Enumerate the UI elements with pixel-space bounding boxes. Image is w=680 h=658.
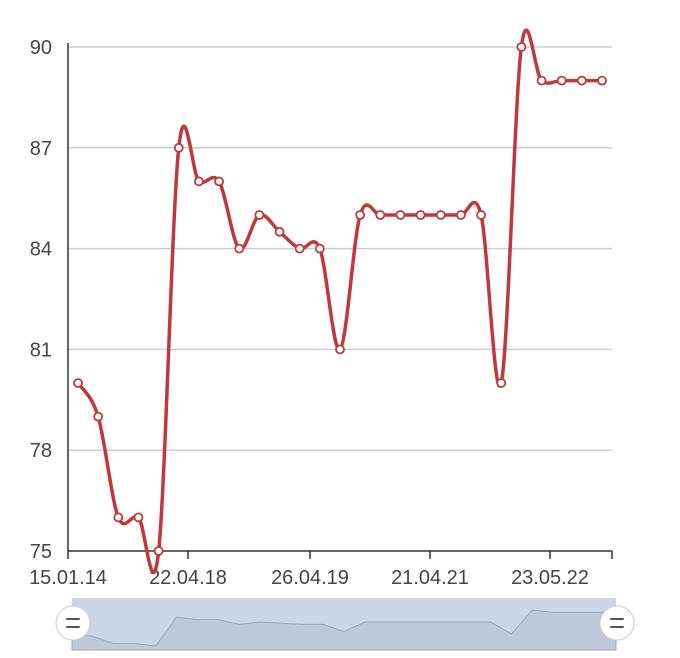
data-point[interactable]	[113, 512, 124, 523]
data-point[interactable]	[496, 378, 507, 388]
x-axis: 15.01.14 22.04.18 26.04.19 21.04.21 23.05.22	[29, 550, 613, 589]
handle-circle[interactable]	[55, 605, 91, 641]
data-point[interactable]	[234, 243, 245, 254]
y-tick-label: 90	[30, 37, 52, 59]
x-tick-label: 15.01.14	[29, 567, 107, 589]
data-point[interactable]	[335, 344, 345, 355]
data-point[interactable]	[395, 210, 406, 220]
handle-circle[interactable]	[599, 605, 635, 641]
data-point[interactable]	[153, 546, 164, 556]
x-tick-label: 22.04.18	[149, 567, 227, 589]
navigator-left-handle[interactable]	[55, 605, 91, 641]
grip-icon	[66, 618, 80, 628]
data-point[interactable]	[214, 176, 224, 187]
data-point[interactable]	[194, 176, 204, 187]
x-tick-label: 23.05.22	[511, 567, 589, 589]
data-point[interactable]	[597, 75, 607, 86]
data-point[interactable]	[93, 411, 104, 422]
data-point[interactable]	[516, 42, 527, 52]
y-axis: 75 78 81 84 87 90	[30, 37, 69, 563]
data-point[interactable]	[254, 210, 265, 220]
data-point[interactable]	[576, 75, 587, 86]
grip-icon	[610, 618, 624, 628]
y-tick-label: 81	[30, 339, 52, 361]
data-point[interactable]	[476, 210, 486, 220]
series-line	[76, 28, 604, 575]
data-point[interactable]	[415, 210, 426, 220]
navigator-series	[71, 609, 617, 651]
data-point[interactable]	[375, 210, 386, 220]
data-points	[73, 42, 607, 556]
data-point[interactable]	[536, 75, 547, 86]
data-point[interactable]	[274, 226, 285, 237]
data-point[interactable]	[456, 210, 466, 220]
y-tick-label: 87	[30, 138, 52, 160]
y-tick-label: 75	[30, 541, 52, 563]
data-point[interactable]	[133, 512, 144, 523]
data-point[interactable]	[355, 210, 366, 220]
x-tick-label: 21.04.21	[391, 567, 469, 589]
grid	[68, 46, 612, 451]
data-point[interactable]	[294, 243, 305, 254]
x-tick-label: 26.04.19	[271, 567, 349, 589]
data-point[interactable]	[556, 75, 567, 86]
y-tick-label: 84	[30, 239, 52, 261]
y-tick-label: 78	[30, 440, 52, 462]
navigator[interactable]	[55, 598, 635, 651]
data-point[interactable]	[173, 142, 184, 153]
data-point[interactable]	[73, 378, 83, 388]
navigator-right-handle[interactable]	[599, 605, 635, 641]
data-point[interactable]	[314, 243, 325, 254]
data-point[interactable]	[435, 210, 446, 220]
